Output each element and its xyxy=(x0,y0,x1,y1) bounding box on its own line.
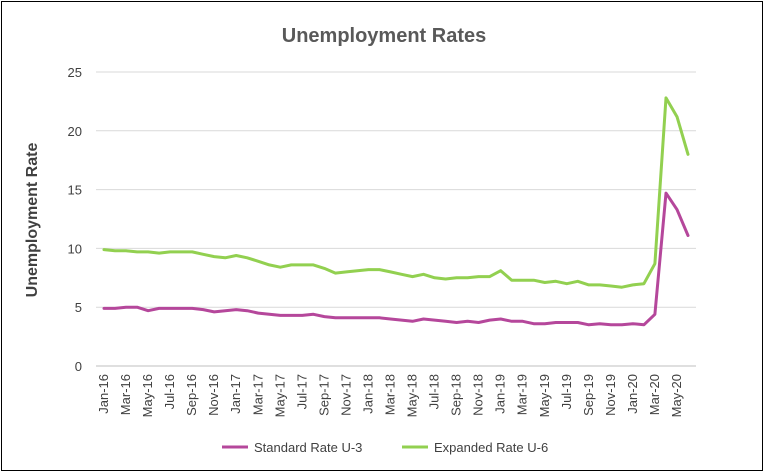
x-tick-label: May-17 xyxy=(272,374,287,417)
x-tick-label: Nov-18 xyxy=(471,374,486,416)
y-tick-label: 5 xyxy=(75,300,82,315)
y-tick-label: 10 xyxy=(68,241,82,256)
x-axis-ticks: Jan-16 Mar-16 May-16 Jul-16 Sep-16 Nov-16 Jan-… xyxy=(96,374,684,417)
gridlines xyxy=(96,71,696,308)
x-tick-label: Jul-18 xyxy=(427,374,442,409)
y-tick-label: 20 xyxy=(68,124,82,139)
y-axis-label: Unemployment Rate xyxy=(24,143,41,298)
legend-label: Standard Rate U-3 xyxy=(254,440,362,455)
x-tick-label: Mar-19 xyxy=(515,374,530,415)
chart-title: Unemployment Rates xyxy=(282,25,487,47)
x-tick-label: May-18 xyxy=(405,374,420,417)
x-tick-label: Sep-17 xyxy=(316,374,331,416)
x-tick-label: Mar-16 xyxy=(118,374,133,415)
x-tick-label: Sep-16 xyxy=(184,374,199,416)
x-tick-label: Jan-18 xyxy=(360,374,375,414)
x-tick-label: Mar-20 xyxy=(647,374,662,415)
x-tick-label: Jan-20 xyxy=(625,374,640,414)
x-tick-label: Jul-16 xyxy=(162,374,177,409)
x-tick-label: Sep-18 xyxy=(449,374,464,416)
x-tick-label: Jul-19 xyxy=(559,374,574,409)
x-tick-label: Nov-19 xyxy=(603,374,618,416)
y-tick-label: 25 xyxy=(68,65,82,80)
x-tick-label: Jan-16 xyxy=(96,374,111,414)
x-tick-label: Jan-19 xyxy=(493,374,508,414)
legend-label: Expanded Rate U-6 xyxy=(434,440,548,455)
x-tick-label: Mar-18 xyxy=(382,374,397,415)
y-tick-label: 0 xyxy=(75,359,82,374)
x-tick-label: Nov-16 xyxy=(206,374,221,416)
y-axis-ticks: 0 5 10 15 20 25 xyxy=(68,65,82,374)
series-lines xyxy=(102,96,690,327)
x-tick-label: Mar-17 xyxy=(250,374,265,415)
x-tick-label: May-19 xyxy=(537,374,552,417)
x-tick-label: May-20 xyxy=(669,374,684,417)
x-tick-label: Jul-17 xyxy=(294,374,309,409)
series-line-u6 xyxy=(102,96,690,289)
legend: Standard Rate U-3 Expanded Rate U-6 xyxy=(222,440,548,455)
x-tick-label: Jan-17 xyxy=(228,374,243,414)
y-tick-label: 15 xyxy=(68,183,82,198)
series-line-u3 xyxy=(102,191,690,327)
x-tick-label: May-16 xyxy=(140,374,155,417)
x-tick-label: Sep-19 xyxy=(581,374,596,416)
x-tick-label: Nov-17 xyxy=(338,374,353,416)
